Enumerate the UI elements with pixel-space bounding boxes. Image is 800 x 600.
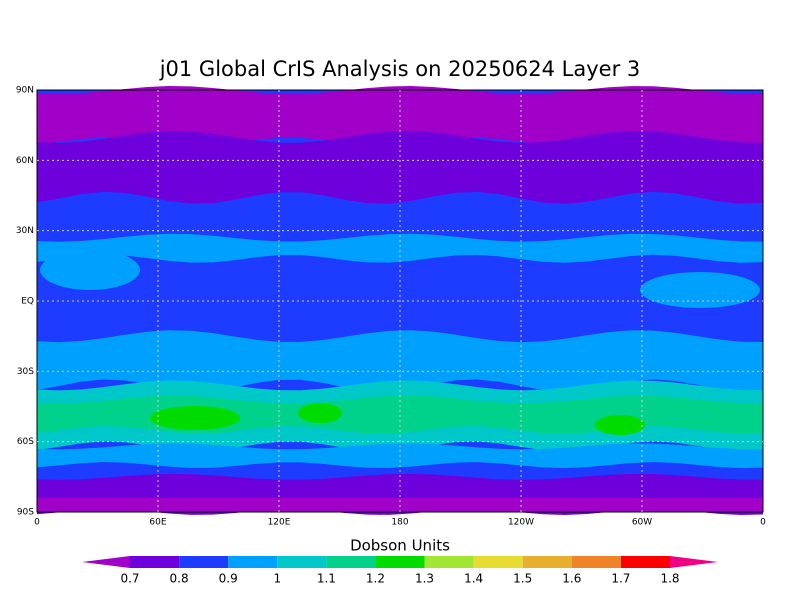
lat-tick-label: 30N xyxy=(16,226,34,236)
lon-tick-label: 0 xyxy=(760,518,766,528)
colorbar-box xyxy=(522,556,572,568)
colorbar-box xyxy=(130,556,180,568)
lon-tick-label: 120W xyxy=(508,518,534,528)
title: j01 Global CrIS Analysis on 20250624 Lay… xyxy=(159,57,641,81)
contour-patch xyxy=(40,250,140,290)
lat-tick-label: 60S xyxy=(17,437,34,447)
colorbar-tick-label: 0.8 xyxy=(170,572,189,586)
colorbar-low-arrow xyxy=(82,556,130,568)
colorbar-box xyxy=(326,556,376,568)
colorbar-label: Dobson Units xyxy=(350,537,450,555)
contour-patch xyxy=(640,272,760,308)
lon-tick-label: 60E xyxy=(149,518,166,528)
contour-patch xyxy=(150,406,240,430)
lon-tick-label: 180 xyxy=(391,518,408,528)
colorbar-tick-label: 0.9 xyxy=(219,572,238,586)
colorbar-tick-label: 1.1 xyxy=(317,572,336,586)
colorbar-tick-label: 1.2 xyxy=(366,572,385,586)
contour-band xyxy=(37,497,763,512)
lon-tick-label: 60W xyxy=(632,518,652,528)
colorbar-tick-label: 1.7 xyxy=(611,572,630,586)
lat-tick-label: 90S xyxy=(17,508,34,518)
lat-tick-label: 90N xyxy=(16,86,34,96)
colorbar-box xyxy=(473,556,523,568)
lat-tick-label: 60N xyxy=(16,156,34,166)
colorbar-tick-label: 1.8 xyxy=(660,572,679,586)
contour-patch xyxy=(595,415,645,435)
colorbar-high-arrow xyxy=(670,556,718,568)
lat-tick-label: 30S xyxy=(17,367,34,377)
contour-band xyxy=(37,130,763,204)
contour-band xyxy=(37,233,763,263)
colorbar-box xyxy=(375,556,425,568)
colorbar-tick-label: 1.6 xyxy=(562,572,581,586)
colorbar-box xyxy=(571,556,621,568)
lon-tick-label: 0 xyxy=(34,518,40,528)
colorbar-box xyxy=(179,556,229,568)
colorbar-box xyxy=(620,556,670,568)
colorbar-box xyxy=(228,556,278,568)
lon-tick-label: 120E xyxy=(268,518,291,528)
colorbar-tick-label: 1.3 xyxy=(415,572,434,586)
colorbar-tick-label: 1 xyxy=(273,572,281,586)
colorbar-tick-label: 0.7 xyxy=(120,572,139,586)
colorbar-tick-label: 1.5 xyxy=(513,572,532,586)
colorbar-tick-label: 1.4 xyxy=(464,572,483,586)
colorbar-box xyxy=(424,556,474,568)
lat-tick-label: EQ xyxy=(21,297,34,307)
colorbar-box xyxy=(277,556,327,568)
contour-patch xyxy=(298,403,342,423)
